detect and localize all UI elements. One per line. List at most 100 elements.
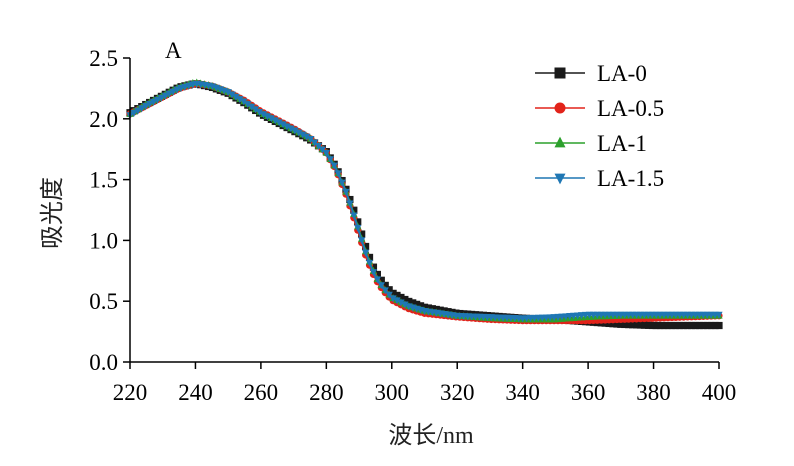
data-point: [244, 101, 252, 109]
data-point: [703, 321, 711, 330]
data-point: [307, 135, 315, 143]
data-point: [330, 162, 338, 170]
legend-item: LA-0.5: [535, 96, 664, 121]
data-point: [228, 91, 236, 99]
data-point: [255, 108, 264, 116]
data-point: [377, 276, 385, 284]
data-point: [617, 320, 625, 328]
data-point: [263, 113, 272, 121]
data-point: [621, 320, 629, 329]
data-point: [232, 93, 240, 101]
data-point: [373, 270, 381, 279]
legend-label: LA-1: [597, 131, 647, 156]
legend-item: LA-1: [535, 131, 647, 156]
legend-label: LA-0: [597, 61, 647, 86]
data-point: [613, 320, 621, 328]
plot-layer: [126, 78, 723, 330]
data-point: [362, 249, 370, 257]
data-point: [259, 111, 268, 119]
data-point: [318, 146, 327, 154]
data-point: [346, 200, 354, 208]
data-point: [660, 321, 668, 330]
data-point: [640, 321, 648, 329]
data-point: [381, 281, 389, 289]
data-point: [169, 88, 177, 96]
data-point: [303, 133, 311, 141]
data-point: [326, 156, 334, 164]
data-point: [625, 320, 633, 329]
data-point: [629, 321, 637, 329]
data-point: [676, 321, 684, 330]
data-point: [385, 291, 393, 299]
x-tick-label: 260: [244, 380, 279, 405]
data-point: [236, 96, 244, 104]
data-point: [632, 321, 641, 329]
data-point: [393, 291, 401, 300]
data-point: [130, 109, 138, 117]
data-point: [405, 297, 413, 306]
data-point: [362, 242, 370, 251]
data-point: [354, 218, 362, 226]
data-point: [342, 188, 350, 196]
data-point: [691, 321, 700, 330]
data-point: [173, 86, 181, 94]
legend-label: LA-0.5: [597, 96, 664, 121]
data-point: [354, 224, 362, 232]
data-point: [381, 287, 389, 295]
data-point: [413, 300, 421, 308]
data-point: [146, 100, 154, 108]
x-tick-label: 380: [636, 380, 671, 405]
data-point: [310, 139, 319, 147]
y-tick-label: 1.5: [89, 168, 118, 193]
data-point: [157, 94, 166, 102]
data-point: [683, 321, 692, 330]
y-tick-label: 1.0: [89, 228, 118, 253]
data-point: [664, 321, 672, 330]
data-point: [177, 84, 185, 92]
data-point: [401, 295, 409, 304]
data-point: [715, 321, 723, 330]
data-point: [397, 299, 405, 307]
data-point: [252, 106, 260, 114]
data-point: [240, 98, 248, 106]
data-point: [711, 321, 719, 330]
data-point: [165, 90, 173, 98]
x-tick-label: 280: [309, 380, 344, 405]
data-point: [181, 83, 189, 91]
y-tick-label: 2.0: [89, 107, 118, 132]
x-ticks: 220 240 260 280 300 320 340 360 380 400: [113, 362, 737, 405]
data-point: [656, 321, 664, 330]
axis-layer: [129, 58, 719, 363]
legend-marker: [554, 136, 566, 148]
data-point: [680, 321, 688, 330]
data-point: [695, 321, 703, 330]
data-point: [350, 212, 358, 220]
y-tick-label: 0.5: [89, 289, 118, 314]
data-point: [373, 276, 381, 284]
x-tick-label: 400: [702, 380, 737, 405]
y-axis-label: 吸光度: [39, 177, 66, 249]
data-point: [648, 321, 656, 330]
data-point: [138, 105, 146, 113]
y-tick-label: 2.5: [89, 46, 118, 71]
x-tick-label: 220: [113, 380, 148, 405]
data-point: [149, 98, 158, 106]
x-axis-label: 波长/nm: [388, 422, 474, 449]
data-point: [385, 286, 393, 294]
legend-label: LA-1.5: [597, 166, 664, 191]
data-point: [699, 321, 707, 330]
legend-item: LA-0: [535, 61, 647, 86]
x-tick-label: 340: [505, 380, 540, 405]
data-point: [715, 311, 723, 319]
y-tick-label: 0.0: [89, 350, 118, 375]
data-point: [707, 321, 715, 330]
x-tick-label: 240: [178, 380, 213, 405]
data-point: [687, 321, 696, 330]
data-point: [644, 321, 652, 329]
data-point: [397, 293, 405, 302]
data-point: [636, 321, 645, 329]
legend: LA-0 LA-0.5 LA-1 LA-1.5: [535, 61, 664, 191]
data-point: [358, 230, 366, 238]
data-point: [267, 115, 275, 123]
